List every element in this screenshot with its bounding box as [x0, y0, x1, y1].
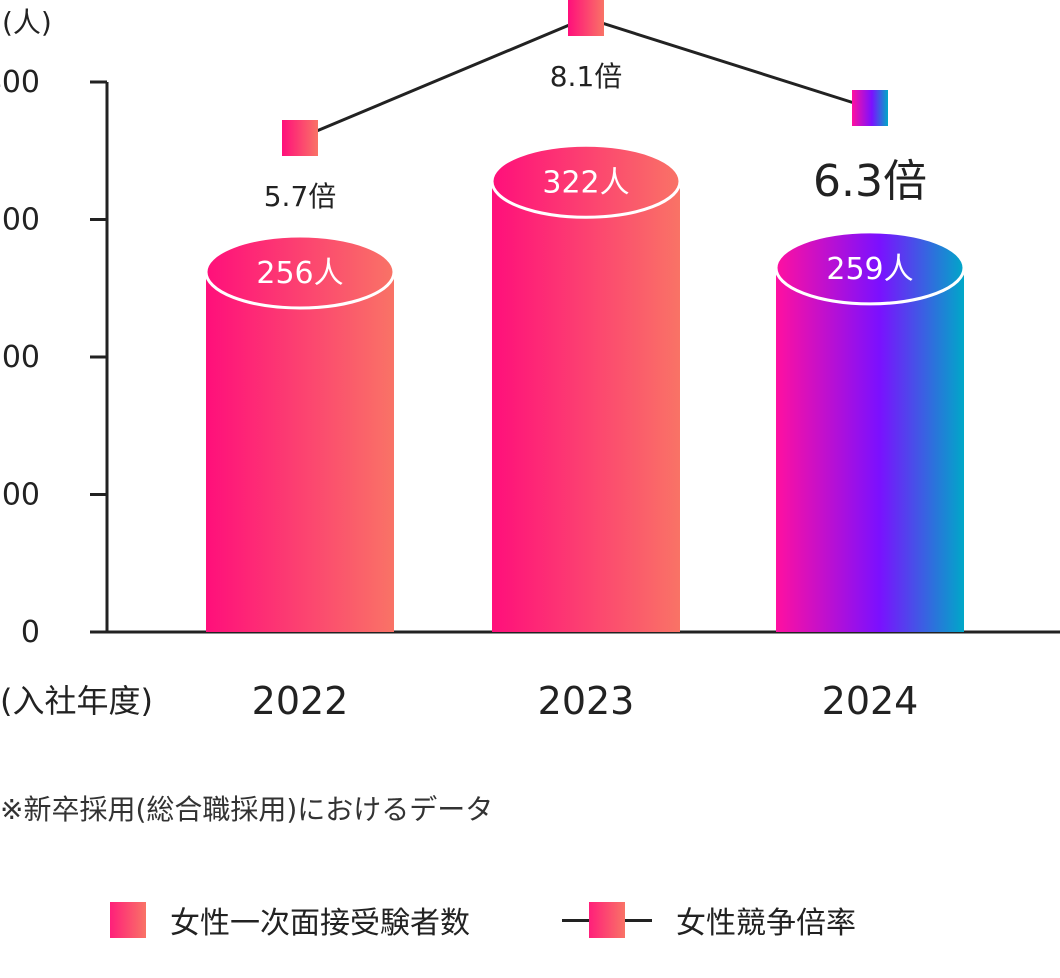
- bar-2023: 322人: [490, 143, 682, 632]
- bar-2022: 256人: [204, 234, 396, 632]
- bar-value-label: 322人: [542, 165, 629, 200]
- footnote: ※新卒採用(総合職採用)におけるデータ: [0, 793, 494, 826]
- bar-body: [776, 267, 964, 632]
- ratio-point: [282, 120, 318, 156]
- bar-2024: 259人: [774, 230, 966, 632]
- legend-item-ratio: 女性競争倍率: [562, 898, 856, 942]
- legend-label-ratio: 女性競争倍率: [676, 906, 856, 941]
- x-tick-label: 2023: [538, 679, 635, 723]
- y-tick-label: 300: [0, 203, 40, 238]
- bar-top: [774, 230, 966, 306]
- y-tick-label: 0: [21, 615, 40, 650]
- ratio-value-label: 5.7倍: [264, 180, 337, 213]
- ratio-series: 5.7倍 8.1倍 6.3倍: [264, 0, 927, 213]
- chart: (人) 0 100 200 300 400 256人 322人 259人 5.7倍 8.1倍 6…: [0, 0, 1060, 723]
- y-tick-label: 200: [0, 340, 40, 375]
- legend: 女性一次面接受験者数 女性競争倍率: [110, 898, 856, 942]
- x-tick-label: 2022: [252, 679, 349, 723]
- y-tick-label: 100: [0, 478, 40, 513]
- bar-top: [490, 143, 682, 219]
- bar-body: [492, 181, 680, 632]
- legend-item-applicants: 女性一次面接受験者数: [110, 898, 470, 942]
- legend-bar-swatch: [110, 902, 146, 938]
- bars: 256人 322人 259人: [204, 143, 966, 632]
- ratio-value-label: 6.3倍: [813, 156, 927, 207]
- bar-body: [206, 272, 394, 632]
- legend-line-swatch: [562, 902, 652, 938]
- legend-label-applicants: 女性一次面接受験者数: [170, 906, 470, 941]
- x-axis-categories: 2022 2023 2024: [252, 679, 919, 723]
- bar-value-label: 259人: [826, 252, 913, 287]
- y-tick-label: 400: [0, 65, 40, 100]
- bar-top: [204, 234, 396, 310]
- ratio-value-label: 8.1倍: [550, 60, 623, 93]
- y-axis-ticks: 0 100 200 300 400: [0, 65, 107, 650]
- ratio-point: [852, 90, 888, 126]
- ratio-point: [568, 0, 604, 36]
- x-axis-label: (入社年度): [0, 682, 153, 720]
- y-axis-unit-label: (人): [2, 6, 52, 39]
- bar-value-label: 256人: [256, 256, 343, 291]
- x-tick-label: 2024: [822, 679, 919, 723]
